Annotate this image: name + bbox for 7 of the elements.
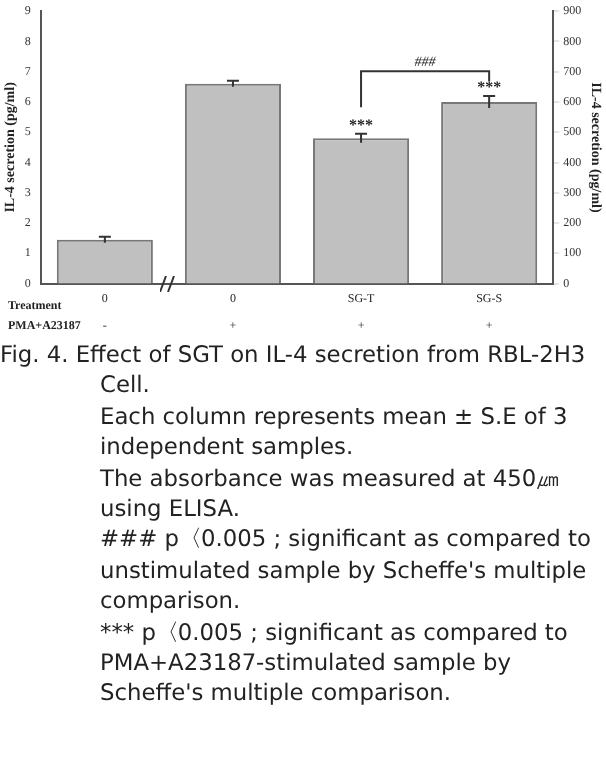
annotation: *** xyxy=(349,115,374,134)
text: ### p〈0.005 ; significant as compared to unstimulated sample by Scheffe's multiple comparison. xyxy=(98,524,593,618)
text: The absorbance was measured at 450㎛ using ELISA. xyxy=(98,463,561,525)
text: Fig. 4. Effect of SGT on IL-4 secretion from RBL-2H3 Cell. xyxy=(0,340,588,402)
text: Each column represents mean ± S.E of 3 independent samples. xyxy=(98,401,570,464)
text: *** p〈0.005 ; significant as compared to PMA+A23187-stimulated sample by Scheffe's multiple comparison. xyxy=(98,617,570,710)
annotation: *** xyxy=(477,78,502,97)
